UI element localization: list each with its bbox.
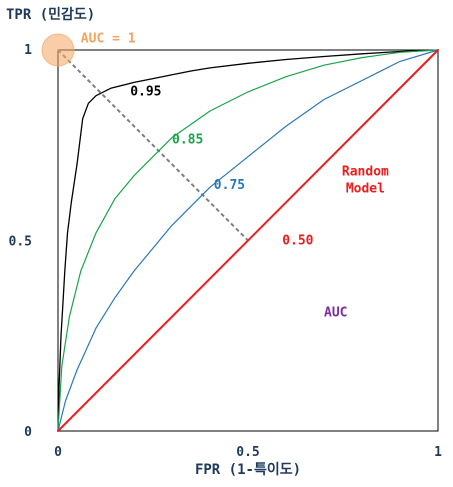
y-axis-title: TPR (민감도) bbox=[6, 6, 95, 23]
series-label-random: Model bbox=[346, 182, 385, 197]
perfect-point-marker bbox=[41, 33, 75, 67]
guide-line bbox=[57, 49, 249, 242]
annotation-auc_area: AUC bbox=[324, 306, 347, 321]
annotation-auc_050: 0.50 bbox=[282, 233, 313, 248]
x-tick-label: 1 bbox=[434, 445, 442, 460]
roc-curve-random bbox=[57, 49, 439, 432]
x-axis-title: FPR (1-특이도) bbox=[195, 461, 301, 478]
x-tick-label: 0 bbox=[54, 445, 62, 460]
annotation-auc_1: AUC = 1 bbox=[81, 31, 136, 46]
roc-curve-auc_075 bbox=[57, 49, 439, 432]
series-label-auc_085: 0.85 bbox=[172, 132, 203, 147]
roc-curve-auc_085 bbox=[57, 49, 439, 432]
y-tick-label: 0 bbox=[24, 425, 32, 440]
plot-frame bbox=[57, 49, 439, 432]
x-tick-label: 0.5 bbox=[236, 445, 259, 460]
y-tick-label: 1 bbox=[24, 43, 32, 58]
series-label-random: Random bbox=[342, 165, 389, 180]
y-tick-label: 0.5 bbox=[9, 235, 32, 250]
series-label-auc_075: 0.75 bbox=[214, 178, 245, 193]
roc-curve-auc_095 bbox=[57, 49, 439, 432]
series-label-auc_095: 0.95 bbox=[130, 85, 161, 100]
